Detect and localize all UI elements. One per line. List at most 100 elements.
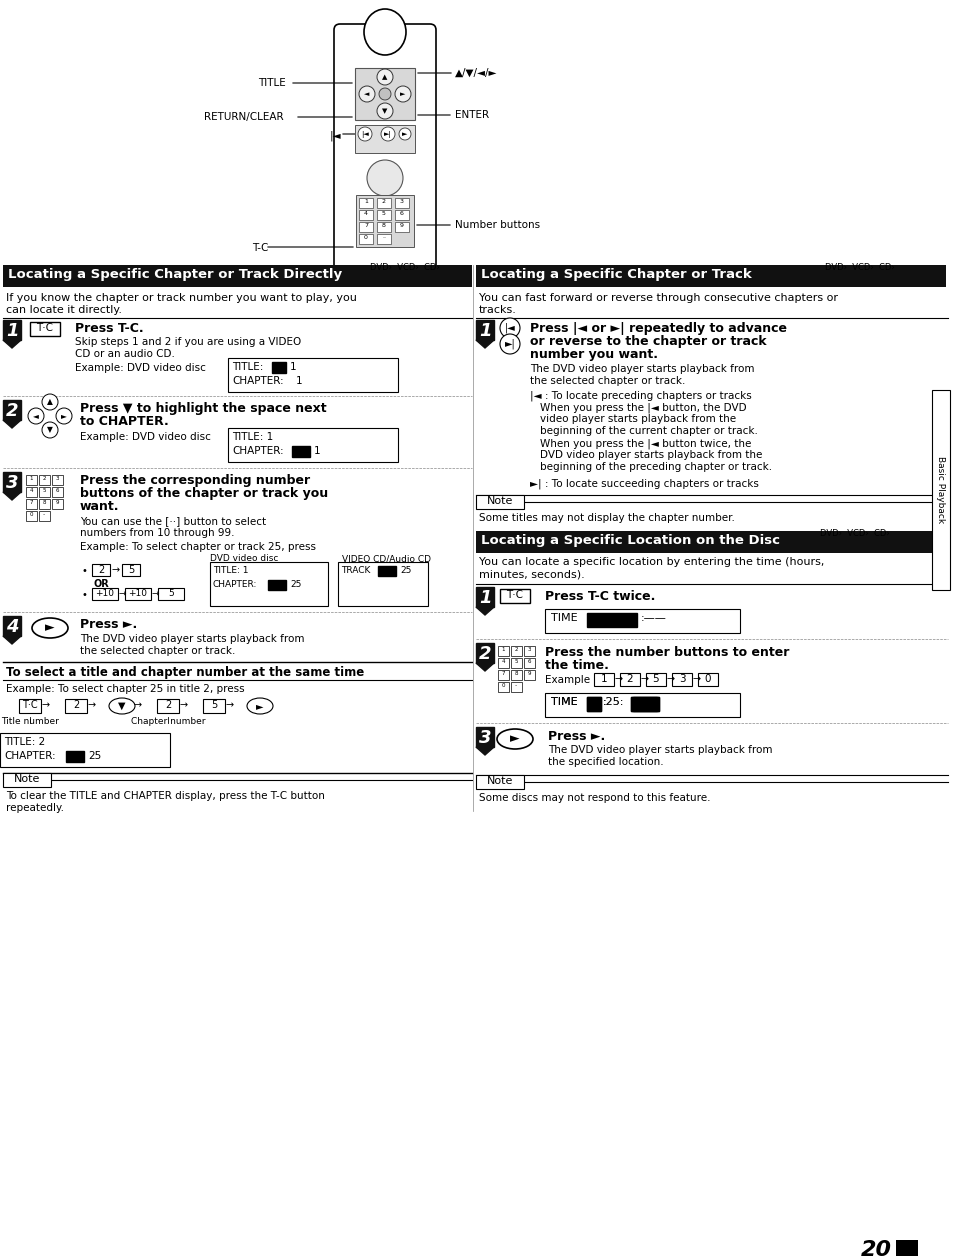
Text: video player starts playback from the: video player starts playback from the bbox=[539, 414, 736, 424]
Text: ◄: ◄ bbox=[33, 412, 39, 421]
Bar bbox=[511, 646, 521, 656]
Bar bbox=[358, 210, 373, 220]
Text: 7: 7 bbox=[30, 500, 33, 505]
Text: 0: 0 bbox=[30, 512, 33, 517]
Text: minutes, seconds).: minutes, seconds). bbox=[478, 569, 584, 579]
Text: Basic Playback: Basic Playback bbox=[936, 457, 944, 524]
Text: 1: 1 bbox=[364, 199, 368, 204]
Bar bbox=[523, 670, 535, 680]
Bar bbox=[355, 195, 414, 247]
Text: ··: ·· bbox=[515, 682, 517, 687]
Bar bbox=[523, 658, 535, 669]
Text: 0: 0 bbox=[364, 235, 368, 240]
FancyBboxPatch shape bbox=[334, 24, 436, 271]
Text: →: → bbox=[119, 589, 127, 598]
Text: ··: ·· bbox=[381, 235, 386, 240]
Text: ··: ·· bbox=[43, 512, 46, 517]
Text: T·C: T·C bbox=[22, 700, 38, 710]
Bar bbox=[26, 475, 37, 485]
Circle shape bbox=[380, 127, 395, 141]
Text: 8: 8 bbox=[43, 500, 46, 505]
Bar bbox=[39, 487, 50, 497]
Text: Press T-C twice.: Press T-C twice. bbox=[544, 590, 655, 603]
Text: OR: OR bbox=[94, 579, 110, 589]
Text: 2: 2 bbox=[626, 674, 633, 684]
Bar bbox=[358, 234, 373, 244]
Circle shape bbox=[56, 408, 71, 424]
Text: 5: 5 bbox=[168, 589, 173, 598]
Bar bbox=[476, 495, 523, 509]
Bar bbox=[376, 210, 391, 220]
Bar bbox=[337, 562, 428, 606]
Text: ►: ► bbox=[510, 733, 519, 745]
Text: Locating a Specific Chapter or Track: Locating a Specific Chapter or Track bbox=[480, 268, 751, 281]
Text: TIME: TIME bbox=[551, 613, 577, 623]
Text: ▲: ▲ bbox=[47, 398, 52, 407]
Text: 3: 3 bbox=[527, 647, 531, 652]
Text: To select a title and chapter number at the same time: To select a title and chapter number at … bbox=[6, 666, 364, 679]
Text: 4: 4 bbox=[364, 212, 368, 217]
Bar bbox=[523, 646, 535, 656]
Text: 0: 0 bbox=[501, 682, 505, 687]
Bar bbox=[594, 674, 614, 686]
Text: want.: want. bbox=[80, 500, 119, 512]
Bar bbox=[228, 428, 397, 462]
Text: 5: 5 bbox=[43, 488, 46, 494]
Text: ENTER: ENTER bbox=[455, 110, 489, 120]
Circle shape bbox=[357, 127, 372, 141]
Bar bbox=[26, 487, 37, 497]
Text: The DVD video player starts playback from: The DVD video player starts playback fro… bbox=[547, 745, 772, 755]
Bar bbox=[476, 587, 494, 607]
Text: →: → bbox=[133, 700, 142, 710]
Text: TITLE: 2: TITLE: 2 bbox=[4, 737, 45, 747]
Text: ►|: ►| bbox=[384, 131, 392, 137]
Text: DVD video disc: DVD video disc bbox=[210, 554, 278, 563]
Text: 5: 5 bbox=[652, 674, 659, 684]
Text: beginning of the preceding chapter or track.: beginning of the preceding chapter or tr… bbox=[539, 462, 771, 472]
Bar bbox=[395, 222, 409, 232]
Bar bbox=[476, 264, 945, 287]
Bar bbox=[3, 472, 21, 492]
Bar bbox=[39, 499, 50, 509]
Bar bbox=[358, 222, 373, 232]
Polygon shape bbox=[476, 663, 494, 671]
Bar bbox=[377, 567, 395, 577]
Text: 8: 8 bbox=[381, 223, 386, 228]
Bar bbox=[355, 68, 415, 120]
Text: →: → bbox=[42, 700, 51, 710]
Text: Note: Note bbox=[13, 774, 40, 784]
Text: ►: ► bbox=[400, 91, 405, 97]
Text: T·C: T·C bbox=[36, 324, 53, 332]
Text: 6: 6 bbox=[527, 658, 531, 663]
Bar bbox=[376, 234, 391, 244]
Text: TITLE:: TITLE: bbox=[232, 363, 263, 371]
Text: 5: 5 bbox=[211, 700, 217, 710]
Text: TIME: TIME bbox=[551, 697, 577, 708]
Circle shape bbox=[395, 86, 411, 102]
Text: →: → bbox=[640, 674, 648, 684]
Text: Example: Example bbox=[544, 675, 590, 685]
Text: 5: 5 bbox=[515, 658, 517, 663]
Text: 9: 9 bbox=[399, 223, 403, 228]
Text: Number buttons: Number buttons bbox=[455, 220, 539, 230]
Text: 8: 8 bbox=[515, 671, 517, 676]
Text: ►|: ►| bbox=[504, 339, 515, 349]
Bar bbox=[544, 609, 740, 633]
Bar bbox=[272, 363, 286, 373]
Text: ▼: ▼ bbox=[382, 108, 387, 115]
Text: You can use the [··] button to select: You can use the [··] button to select bbox=[80, 516, 266, 526]
Text: →: → bbox=[112, 565, 120, 575]
Text: DVD›  VCD›  CD›: DVD› VCD› CD› bbox=[820, 529, 889, 538]
Bar bbox=[65, 699, 87, 713]
Circle shape bbox=[499, 334, 519, 354]
Bar bbox=[376, 198, 391, 208]
Bar bbox=[3, 616, 21, 636]
Text: ►: ► bbox=[45, 622, 54, 635]
Text: →: → bbox=[152, 589, 159, 598]
Text: 1: 1 bbox=[478, 589, 491, 607]
Text: +10: +10 bbox=[95, 589, 114, 598]
Text: RETURN/CLEAR: RETURN/CLEAR bbox=[204, 112, 283, 122]
Text: Press the corresponding number: Press the corresponding number bbox=[80, 473, 310, 487]
Text: |◄ : To locate preceding chapters or tracks: |◄ : To locate preceding chapters or tra… bbox=[530, 390, 751, 400]
Circle shape bbox=[367, 160, 402, 196]
